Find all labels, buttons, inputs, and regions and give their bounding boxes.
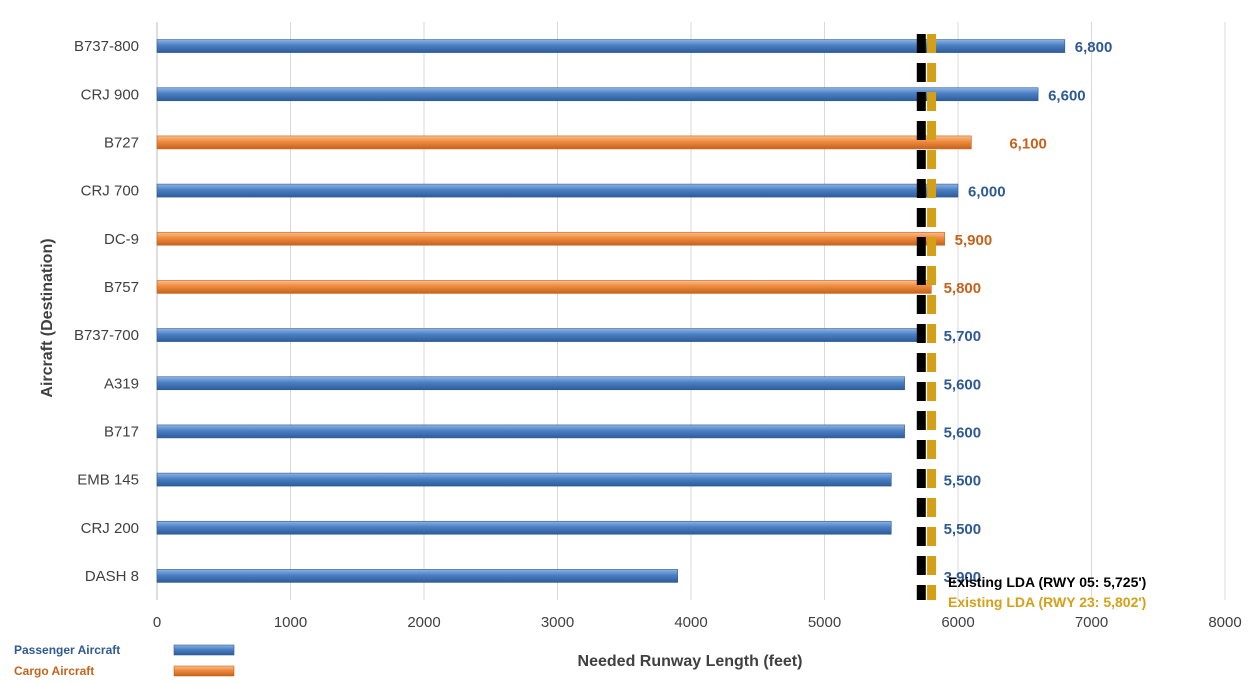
y-tick-label: EMB 145 [77, 472, 139, 489]
bar-crj-900 [156, 87, 1039, 102]
bar-b737-700 [156, 328, 919, 342]
legend-swatch-passenger [173, 644, 235, 656]
bar-emb-145 [156, 472, 892, 487]
bar-dash-8 [156, 569, 678, 583]
bars [156, 39, 1066, 583]
x-tick-label: 5000 [808, 614, 841, 631]
y-tick-label: DC-9 [104, 231, 139, 248]
data-label: 5,800 [944, 280, 982, 297]
bar-crj-200 [156, 520, 892, 535]
x-axis-title: Needed Runway Length (feet) [578, 653, 803, 670]
x-tick-label: 1000 [274, 614, 307, 631]
y-tick-label: B737-800 [74, 38, 139, 55]
bar-crj-700 [156, 183, 959, 198]
y-tick-label: CRJ 700 [81, 183, 139, 200]
data-label: 5,500 [944, 473, 982, 490]
data-label: 5,500 [944, 521, 982, 538]
x-tick-label: 6000 [941, 614, 974, 631]
legend-label-passenger: Passenger Aircraft [14, 643, 120, 657]
y-tick-label: B737-700 [74, 327, 139, 344]
data-label: 6,100 [1009, 135, 1047, 152]
grid-lines [156, 22, 1226, 600]
x-tick-label: 0 [153, 614, 161, 631]
data-label: 5,900 [955, 232, 993, 249]
y-axis-title: Aircraft (Destination) [39, 238, 56, 397]
y-tick-label: CRJ 900 [81, 86, 139, 103]
labels: 0 1000 2000 3000 4000 5000 6000 7000 8000 B737-80… [74, 38, 1242, 631]
x-tick-label: 3000 [541, 614, 574, 631]
y-tick-label: CRJ 200 [81, 520, 139, 537]
legend: Passenger Aircraft Cargo Aircraft [14, 643, 235, 678]
y-tick-label: B757 [104, 279, 139, 296]
data-label: 5,600 [944, 376, 982, 393]
legend-swatch-cargo [173, 665, 235, 677]
y-tick-label: DASH 8 [85, 568, 139, 585]
bar-b757 [156, 280, 932, 294]
legend-label-cargo: Cargo Aircraft [14, 664, 94, 678]
bar-a319 [156, 376, 905, 391]
data-label: 5,700 [944, 328, 982, 345]
data-label: 6,800 [1075, 39, 1113, 56]
x-tick-label: 8000 [1208, 614, 1241, 631]
x-tick-label: 4000 [674, 614, 707, 631]
data-label: 3,900 [944, 569, 982, 586]
reference-line-label: Existing LDA (RWY 05: 5,725') [948, 574, 1146, 590]
reference-lines [916, 34, 937, 600]
data-label: 6,600 [1048, 87, 1086, 104]
bar-b727 [156, 135, 972, 150]
data-label: 5,600 [944, 424, 982, 441]
x-tick-label: 7000 [1075, 614, 1108, 631]
y-tick-label: A319 [104, 375, 139, 392]
data-label: 6,000 [968, 184, 1006, 201]
bar-b717 [156, 424, 905, 439]
y-tick-label: B727 [104, 134, 139, 151]
bar-dc-9 [156, 231, 945, 246]
y-tick-label: B717 [104, 423, 139, 440]
x-tick-label: 2000 [407, 614, 440, 631]
bar-b737-800 [156, 39, 1066, 53]
reference-line-label: Existing LDA (RWY 23: 5,802') [948, 594, 1146, 610]
